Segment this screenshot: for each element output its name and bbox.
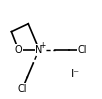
Text: N: N — [35, 44, 43, 55]
Text: Cl: Cl — [78, 44, 87, 55]
Text: O: O — [14, 44, 22, 55]
Text: Cl: Cl — [18, 84, 27, 94]
Text: +: + — [39, 41, 46, 50]
Text: I⁻: I⁻ — [71, 69, 80, 79]
